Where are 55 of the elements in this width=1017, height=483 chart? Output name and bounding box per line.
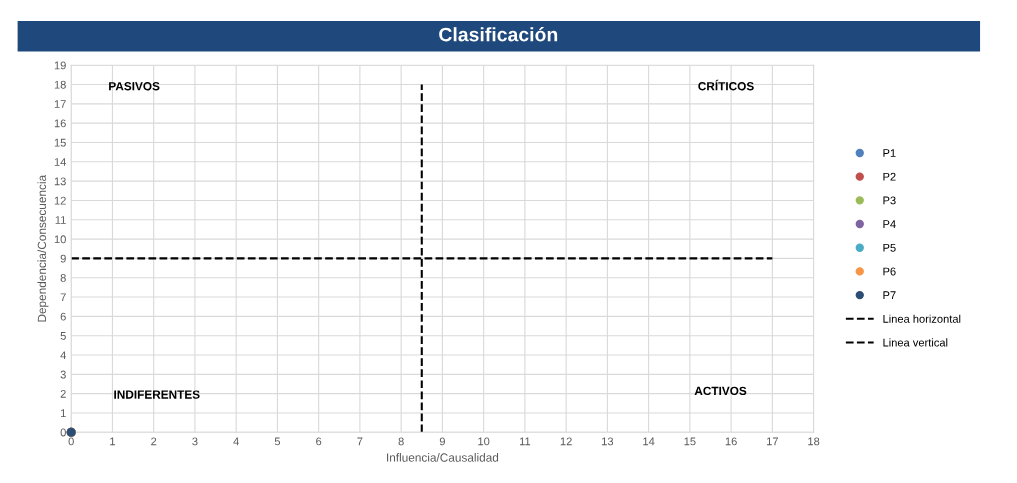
- y-tick-label: 19: [54, 61, 66, 70]
- x-tick-label: 3: [192, 437, 198, 446]
- legend-label: Linea vertical: [883, 338, 948, 347]
- x-tick-label: 15: [684, 437, 696, 446]
- legend-label: P2: [883, 172, 896, 181]
- x-tick-label: 12: [560, 437, 572, 446]
- y-tick-label: 12: [54, 196, 66, 205]
- y-tick-label: 4: [60, 351, 66, 360]
- x-axis-title: Influencia/Causalidad: [387, 453, 499, 462]
- y-tick-label: 9: [60, 254, 66, 263]
- annotation: PASIVOS: [109, 82, 160, 91]
- legend-label: P7: [883, 291, 896, 299]
- x-tick-label: 7: [357, 437, 363, 446]
- legend-label: P6: [883, 267, 896, 276]
- x-tick-label: 11: [519, 437, 531, 446]
- legend-label: Linea horizontal: [883, 314, 961, 323]
- y-tick-label: 1: [61, 409, 66, 417]
- y-axis-title: Dependencia/Consecuencia: [37, 174, 49, 322]
- y-tick-label: 14: [54, 158, 66, 166]
- y-tick-label: 7: [60, 293, 66, 302]
- x-tick-label: 13: [602, 437, 614, 446]
- legend-label: P3: [883, 196, 896, 205]
- annotation: CRÍTICOS: [698, 79, 754, 91]
- x-tick-label: 6: [316, 437, 322, 446]
- x-tick-label: 1: [110, 437, 115, 446]
- y-tick-label: 6: [60, 312, 66, 321]
- x-tick-label: 17: [767, 437, 778, 446]
- y-tick-label: 13: [54, 177, 66, 186]
- y-tick-label: 8: [60, 273, 66, 282]
- y-tick-label: 15: [54, 138, 66, 147]
- y-tick-label: 17: [54, 100, 66, 108]
- y-tick-label: 2: [60, 389, 66, 398]
- x-tick-label: 14: [643, 437, 655, 446]
- annotation: ACTIVOS: [694, 386, 747, 396]
- x-tick-label: 2: [151, 437, 157, 446]
- x-tick-label: 4: [233, 437, 239, 446]
- chart-title: Clasificación: [439, 26, 558, 42]
- x-tick-label: 18: [808, 437, 820, 446]
- legend-label: P1: [883, 149, 896, 157]
- x-tick-label: 9: [439, 437, 445, 446]
- x-tick-label: 8: [398, 437, 404, 446]
- legend-label: P4: [883, 220, 896, 228]
- y-tick-label: 3: [60, 370, 66, 379]
- x-tick-label: 0: [68, 437, 74, 446]
- y-tick-label: 11: [55, 216, 66, 224]
- y-tick-label: 18: [54, 80, 66, 89]
- y-tick-label: 10: [54, 235, 66, 244]
- x-tick-label: 10: [478, 437, 490, 446]
- annotation: INDIFERENTES: [114, 390, 200, 399]
- legend-label: P5: [883, 243, 896, 252]
- y-tick-label: 16: [54, 119, 66, 128]
- y-tick-label: 0: [60, 428, 66, 437]
- x-tick-label: 16: [725, 437, 737, 446]
- y-tick-label: 5: [60, 332, 66, 340]
- x-tick-label: 5: [274, 437, 281, 446]
